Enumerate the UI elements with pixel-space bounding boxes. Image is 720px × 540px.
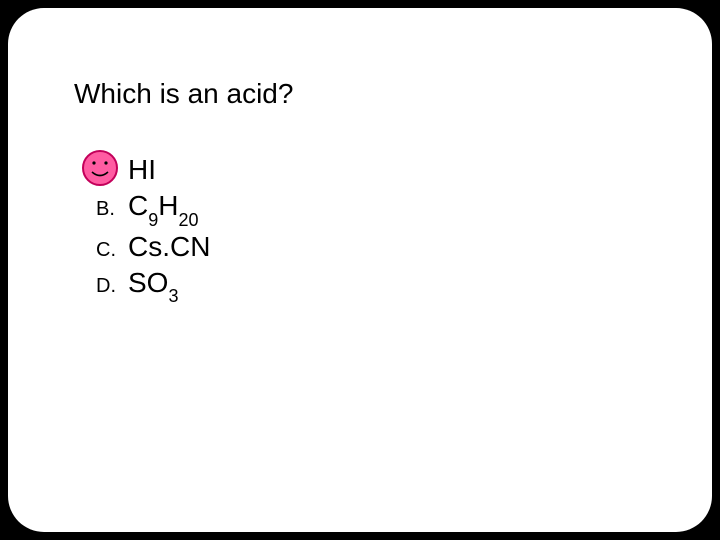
- option-answer: Cs.CN: [128, 231, 210, 263]
- slide-card: Which is an acid? A. HI B. C9H20 C. Cs.C…: [8, 8, 712, 532]
- option-a: A. HI: [86, 154, 652, 186]
- option-answer: C9H20: [128, 190, 199, 227]
- option-answer: SO3: [128, 267, 178, 304]
- option-b: B. C9H20: [86, 190, 652, 227]
- option-d: D. SO3: [86, 267, 652, 304]
- smiley-icon: [80, 148, 120, 188]
- option-answer: HI: [128, 154, 156, 186]
- option-letter: C.: [86, 239, 128, 262]
- option-letter: D.: [86, 275, 128, 298]
- option-c: C. Cs.CN: [86, 231, 652, 263]
- question-text: Which is an acid?: [74, 78, 652, 110]
- options-list: A. HI B. C9H20 C. Cs.CN D. SO3: [86, 154, 652, 303]
- option-letter: B.: [86, 198, 128, 221]
